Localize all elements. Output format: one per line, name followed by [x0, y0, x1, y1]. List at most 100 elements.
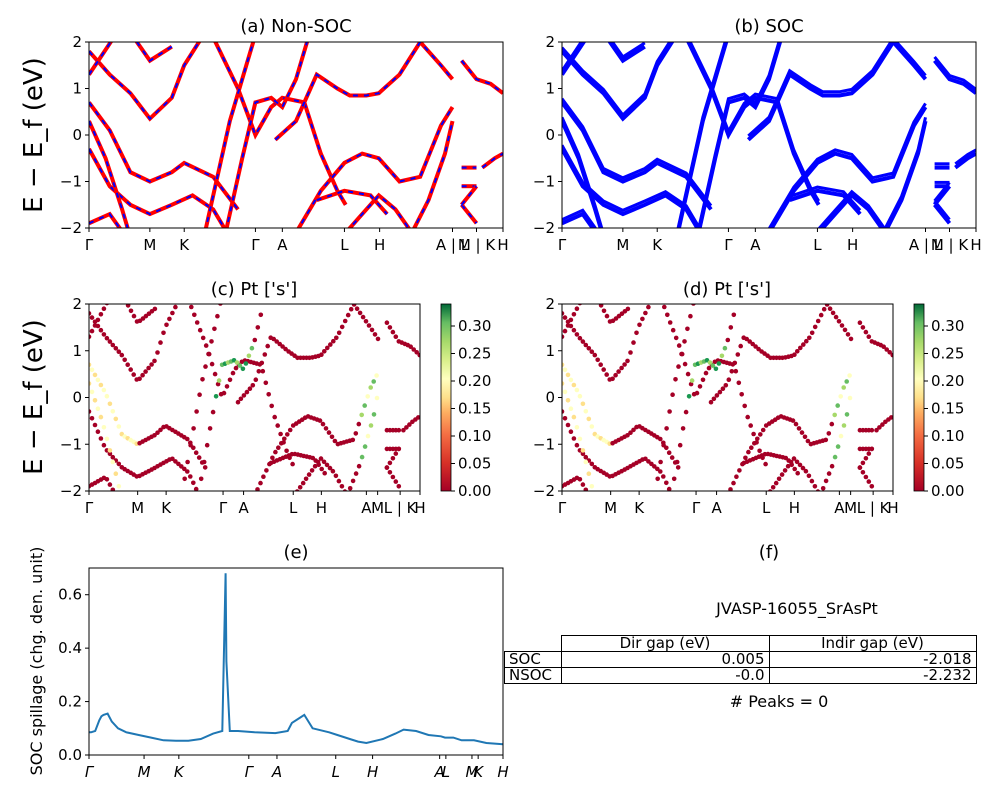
projection-point	[604, 313, 610, 319]
x-tick-label: A	[834, 499, 845, 517]
projection-point	[658, 436, 663, 442]
projection-point	[829, 421, 835, 427]
projection-point	[259, 360, 265, 366]
panel-b-title: (b) SOC	[734, 16, 803, 37]
projection-point	[252, 337, 258, 343]
x-tick-label: A	[750, 236, 761, 254]
panel-c-colorbar-ticks: 0.30 0.25 0.20 0.15 0.10 0.05 0.00	[451, 317, 491, 500]
projection-point	[821, 306, 827, 312]
projection-point	[89, 409, 92, 414]
x-tick-label: K	[634, 499, 645, 517]
gap-table-row-label: NSOC	[504, 667, 562, 684]
projection-point	[667, 409, 672, 414]
projection-point	[689, 378, 695, 383]
projection-point	[785, 463, 791, 469]
y-tick-label: −2	[533, 482, 555, 500]
projection-point	[114, 493, 119, 498]
projection-point	[393, 451, 399, 456]
projection-point	[836, 319, 842, 324]
projection-point	[362, 444, 368, 449]
projection-point	[104, 335, 110, 341]
band-line	[789, 188, 862, 216]
projection-point	[326, 430, 332, 435]
projection-point	[725, 493, 730, 498]
projection-point	[574, 387, 580, 393]
projection-point	[152, 306, 158, 312]
projection-point	[565, 372, 571, 378]
projection-point	[333, 473, 339, 479]
gap-table-row: NSOC -0.0 -2.232	[504, 667, 977, 684]
projection-point	[758, 432, 763, 437]
projection-point	[323, 426, 329, 431]
projection-point	[877, 425, 882, 430]
projection-point	[224, 384, 230, 389]
x-tick-label: L	[332, 763, 340, 781]
projection-point	[671, 476, 677, 482]
projection-point	[580, 448, 586, 453]
projection-point	[823, 478, 829, 484]
colorbar-tick-label: 0.20	[458, 372, 491, 390]
y-tick-label: 0.6	[58, 586, 82, 604]
projection-point	[269, 403, 275, 409]
projection-point	[589, 461, 595, 467]
projection-point	[637, 322, 642, 328]
projection-point	[580, 451, 586, 457]
projection-point	[107, 451, 113, 457]
band-line-split	[697, 42, 781, 228]
projection-point	[586, 471, 592, 477]
projection-point	[731, 480, 736, 486]
band-line	[347, 192, 412, 228]
projection-point	[583, 454, 589, 460]
projection-point	[722, 345, 728, 351]
projection-point	[161, 330, 166, 336]
projection-point	[571, 382, 577, 388]
projection-point	[317, 418, 323, 423]
projection-point	[369, 327, 375, 333]
projection-point	[676, 364, 681, 369]
colorbar-tick-label: 0.15	[458, 400, 491, 418]
projection-point	[737, 468, 742, 473]
projection-point	[158, 340, 163, 345]
panel-f-peaks: # Peaks = 0	[730, 692, 829, 711]
projection-point	[188, 442, 193, 448]
band-line-split	[676, 42, 727, 228]
projection-point	[625, 358, 630, 364]
projection-point	[250, 383, 256, 388]
x-tick-label: A	[271, 763, 282, 781]
projection-point	[869, 484, 875, 489]
projection-point	[683, 409, 689, 415]
projection-point	[92, 422, 98, 428]
x-tick-label: K	[652, 236, 663, 254]
projection-point	[685, 371, 691, 377]
x-tick-label: M | K	[458, 236, 497, 254]
x-tick-label: K	[179, 236, 190, 254]
projection-point	[661, 442, 666, 448]
colorbar-tick-label: 0.10	[458, 427, 491, 445]
projection-point	[832, 454, 838, 460]
projection-point	[365, 433, 371, 439]
x-tick-label: Γ	[558, 236, 567, 254]
y-tick-label: 2	[545, 295, 555, 313]
projection-point	[107, 448, 113, 453]
projection-point	[728, 487, 733, 491]
projection-point	[586, 346, 592, 351]
x-tick-label: Γ	[692, 499, 701, 517]
projection-point	[363, 319, 369, 324]
projection-point	[823, 437, 829, 443]
projection-point	[292, 493, 297, 498]
projection-point	[347, 486, 353, 491]
projection-point	[387, 470, 393, 475]
projection-point	[197, 493, 202, 498]
projection-point	[738, 343, 743, 349]
projection-point	[670, 493, 675, 498]
projection-point	[265, 343, 271, 349]
projection-point	[565, 323, 571, 328]
projection-point	[589, 349, 595, 355]
projection-point	[196, 493, 201, 498]
projection-point	[735, 352, 741, 357]
projection-point	[284, 448, 289, 454]
projection-point	[368, 385, 374, 390]
projection-point	[213, 394, 219, 399]
projection-point	[329, 434, 335, 440]
